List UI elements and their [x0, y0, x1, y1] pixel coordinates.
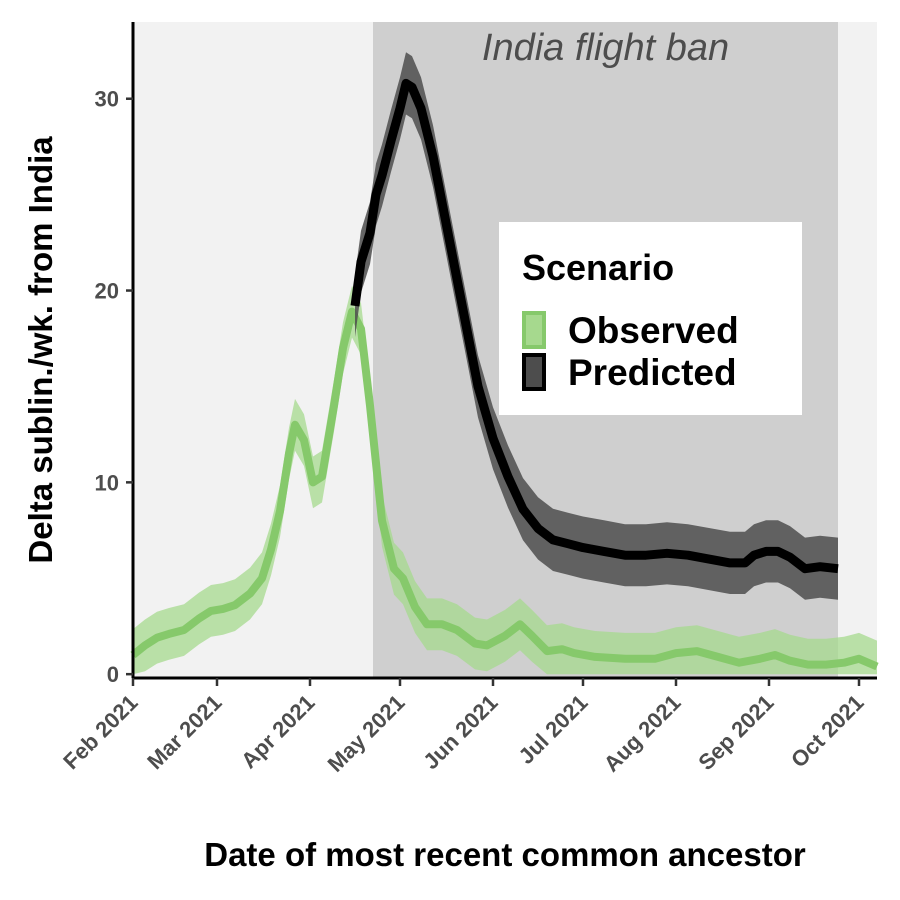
x-tick-label: Aug 2021 — [599, 690, 686, 777]
legend: Scenario Observed Predicted — [499, 222, 802, 415]
x-tick-label: Sep 2021 — [693, 690, 778, 775]
legend-label-observed: Observed — [568, 310, 739, 351]
x-tick-label: Oct 2021 — [786, 690, 869, 773]
x-tick-label: Mar 2021 — [142, 690, 226, 774]
x-tick-label: Apr 2021 — [236, 690, 319, 773]
y-tick-label: 0 — [107, 662, 119, 687]
y-tick-label: 10 — [95, 470, 119, 495]
x-axis-title: Date of most recent common ancestor — [204, 836, 806, 873]
series-line-predicted — [350, 78, 839, 574]
y-tick-label: 20 — [95, 279, 119, 304]
legend-label-predicted: Predicted — [568, 352, 737, 393]
legend-key-observed — [522, 311, 546, 349]
y-tick-label: 30 — [95, 87, 119, 112]
legend-title: Scenario — [522, 247, 674, 288]
flight-ban-annotation: India flight ban — [482, 27, 729, 69]
series-line-observed — [130, 307, 879, 671]
y-axis-title: Delta sublin./wk. from India — [22, 136, 59, 564]
x-tick-label: May 2021 — [323, 690, 410, 777]
x-tick-label: Jun 2021 — [418, 690, 502, 774]
x-tick-label: Feb 2021 — [58, 690, 142, 774]
legend-box — [499, 222, 802, 415]
legend-key-predicted — [522, 353, 546, 391]
x-tick-label: Jul 2021 — [513, 690, 592, 769]
